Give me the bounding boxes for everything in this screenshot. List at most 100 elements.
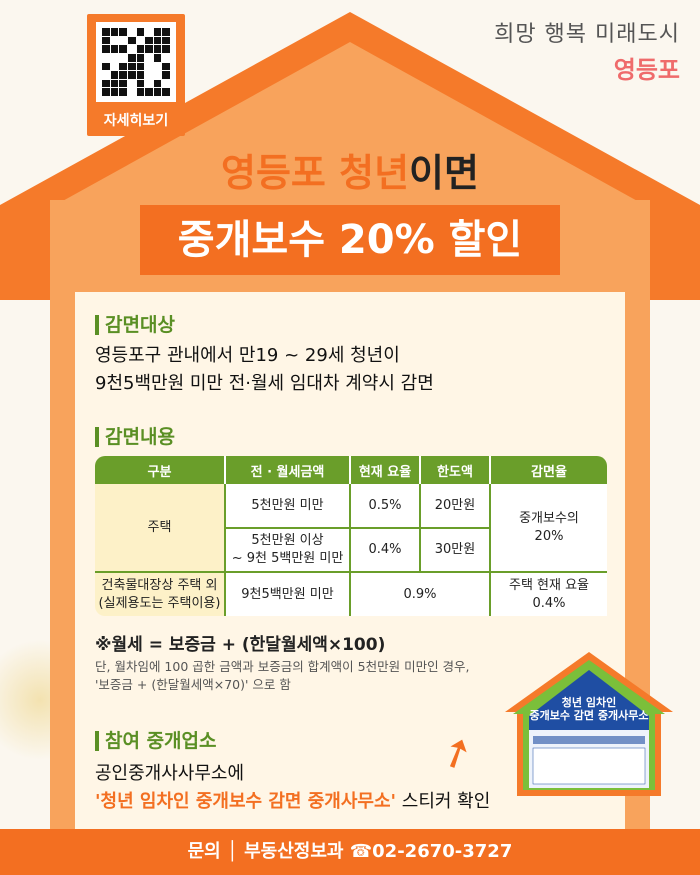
qr-module <box>145 79 153 88</box>
cell: 5천만원 이상 ~ 9천 5백만원 미만 <box>224 528 351 573</box>
headline-rest: 이면 <box>409 151 479 195</box>
qr-module <box>153 71 162 79</box>
qr-module <box>102 36 110 45</box>
footer-contact: 문의 │ 부동산정보과 ☎02-2670-3727 <box>0 829 700 875</box>
qr-module <box>102 53 110 62</box>
qr-module <box>127 79 136 88</box>
qr-module <box>153 53 162 62</box>
logo-slogan: 희망 행복 미래도시 <box>494 22 680 47</box>
qr-box[interactable]: 자세히보기 <box>87 14 185 136</box>
cell: 20만원 <box>419 484 491 529</box>
agency-line-2: '청년 임차인 중개보수 감면 중개사무소' 스티커 확인 <box>95 788 490 816</box>
qr-module <box>136 79 145 88</box>
qr-module <box>110 88 119 96</box>
qr-module <box>136 53 145 62</box>
qr-module <box>153 36 162 45</box>
qr-module <box>153 28 162 36</box>
target-line-2: 9천5백만원 미만 전·월세 임대차 계약시 감면 <box>95 373 434 394</box>
qr-module <box>102 79 110 88</box>
discount-table: 구분 전 · 월세금액 현재 요율 한도액 감면율 주택 5천만원 미만 0.5… <box>95 456 607 616</box>
qr-module <box>119 62 127 71</box>
rate-line: 20% <box>534 528 564 544</box>
col-header: 전 · 월세금액 <box>225 456 351 484</box>
qr-module <box>145 36 153 45</box>
qr-module <box>127 28 136 36</box>
qr-module <box>119 71 127 79</box>
agency-suffix: 스티커 확인 <box>396 791 491 812</box>
agency-heading: 참여 중개업소 <box>95 731 217 751</box>
sticker-line: 청년 임차인 <box>561 696 617 709</box>
col-header: 구분 <box>95 456 226 484</box>
sticker-name: '청년 임차인 중개보수 감면 중개사무소' <box>95 791 397 812</box>
qr-module <box>119 28 127 36</box>
discount-banner: 중개보수 20% 할인 <box>140 205 560 275</box>
col-header: 현재 요율 <box>350 456 421 484</box>
agency-line-1: 공인중개사사무소에 <box>95 763 245 784</box>
sticker-line: 중개보수 감면 중개사무소 <box>529 709 649 722</box>
col-header: 감면율 <box>490 456 607 484</box>
qr-module <box>127 62 136 71</box>
qr-module <box>119 88 127 96</box>
table-row: 건축물대장상 주택 외 (실제용도는 주택이용) 9천5백만원 미만 0.9% 주… <box>95 572 607 616</box>
headline-highlight: 영등포 청년 <box>221 151 410 195</box>
qr-module <box>127 88 136 96</box>
table-row: 주택 5천만원 미만 0.5% 20만원 중개보수의 20% <box>95 484 607 573</box>
qr-module <box>127 36 136 45</box>
qr-module <box>145 62 153 71</box>
qr-label: 자세히보기 <box>103 113 169 129</box>
note: 단, 월차임에 100 곱한 금액과 보증금의 합계액이 5천만원 미만인 경우… <box>95 658 470 694</box>
qr-module <box>119 79 127 88</box>
qr-module <box>145 45 153 53</box>
qr-module <box>119 45 127 53</box>
qr-module <box>153 79 162 88</box>
logo-name: 영등포 <box>613 56 680 84</box>
qr-module <box>110 79 119 88</box>
qr-module <box>127 71 136 79</box>
qr-module <box>145 88 153 96</box>
amount-line: 5천만원 이상 <box>251 533 324 548</box>
disc-line: 주택 현재 요율 <box>508 577 590 593</box>
qr-module <box>119 53 127 62</box>
cell: 5천만원 미만 <box>224 484 351 529</box>
qr-module <box>153 88 162 96</box>
content-heading: 감면내용 <box>95 427 175 447</box>
table-header: 구분 전 · 월세금액 현재 요율 한도액 감면율 <box>95 456 607 484</box>
formula: ※월세 = 보증금 + (한달월세액×100) <box>95 635 386 655</box>
qr-module <box>162 71 170 79</box>
qr-module <box>110 53 119 62</box>
qr-module <box>162 62 170 71</box>
qr-module <box>110 71 119 79</box>
disc-line: 0.4% <box>532 595 566 611</box>
qr-module <box>102 62 110 71</box>
qr-module <box>145 71 153 79</box>
sticker-house-icon <box>505 652 673 796</box>
target-line-1: 영등포구 관내에서 만19 ~ 29세 청년이 <box>95 345 400 366</box>
logo: 희망 행복 미래도시 영등포 <box>494 16 680 85</box>
qr-code[interactable] <box>96 22 176 102</box>
qr-module <box>136 62 145 71</box>
qr-module <box>102 28 110 36</box>
qr-module <box>102 88 110 96</box>
qr-module <box>136 88 145 96</box>
qr-module <box>127 45 136 53</box>
col-header: 한도액 <box>420 456 491 484</box>
qr-module <box>102 71 110 79</box>
qr-module <box>119 36 127 45</box>
qr-module <box>162 88 170 96</box>
cell: 건축물대장상 주택 외 (실제용도는 주택이용) <box>95 572 226 616</box>
qr-module <box>153 45 162 53</box>
sticker-title: 청년 임차인 중개보수 감면 중개사무소 <box>503 696 675 722</box>
cell: 주택 <box>95 484 226 573</box>
note-line: '보증금 + (한달월세액×70)' 으로 함 <box>95 677 291 692</box>
target-heading: 감면대상 <box>95 315 175 335</box>
cell: 0.5% <box>349 484 421 529</box>
qr-module <box>136 45 145 53</box>
qr-module <box>153 62 162 71</box>
agency-text: 공인중개사사무소에 '청년 임차인 중개보수 감면 중개사무소' 스티커 확인 <box>95 760 490 816</box>
qr-module <box>145 53 153 62</box>
cell: 30만원 <box>419 528 490 573</box>
table-row: 5천만원 이상 ~ 9천 5백만원 미만 0.4% 30만원 <box>95 528 607 573</box>
qr-module <box>110 62 119 71</box>
qr-module <box>162 28 170 36</box>
note-line: 단, 월차임에 100 곱한 금액과 보증금의 합계액이 5천만원 미만인 경우… <box>95 659 470 674</box>
